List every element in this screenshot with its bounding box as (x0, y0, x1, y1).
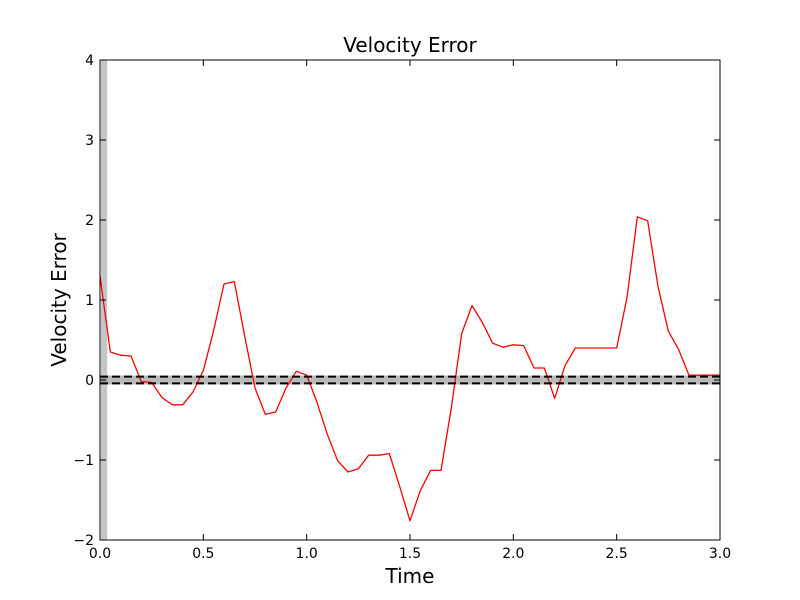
y-tick-label: 1 (85, 293, 94, 309)
y-tick-label: 3 (85, 133, 94, 149)
x-tick-label: 1.5 (399, 546, 421, 562)
reference-shaded-band (100, 375, 720, 385)
series-layer (99, 216, 720, 522)
chart-title: Velocity Error (343, 33, 477, 57)
y-axis-label: Velocity Error (47, 232, 71, 366)
x-tick-label: 0.0 (89, 546, 111, 562)
x-tick-label: 0.5 (192, 546, 214, 562)
y-tick-label: 0 (85, 373, 94, 389)
x-axis-label: Time (385, 564, 435, 588)
y-tick-label: 2 (85, 213, 94, 229)
reference-line-layer (100, 375, 720, 385)
y-axis-ticks: −2 −1 0 1 2 3 4 (73, 53, 720, 549)
y-tick-label: −1 (73, 453, 94, 469)
series-line-0 (99, 216, 720, 522)
x-axis-ticks: 0.0 0.5 1.0 1.5 2.0 2.5 3.0 (89, 60, 731, 562)
x-tick-label: 2.5 (606, 546, 628, 562)
x-tick-label: 1.0 (296, 546, 318, 562)
y-tick-label: 4 (85, 53, 94, 69)
x-tick-label: 2.0 (502, 546, 524, 562)
y-tick-label: −2 (73, 533, 94, 549)
x-tick-label: 3.0 (709, 546, 731, 562)
